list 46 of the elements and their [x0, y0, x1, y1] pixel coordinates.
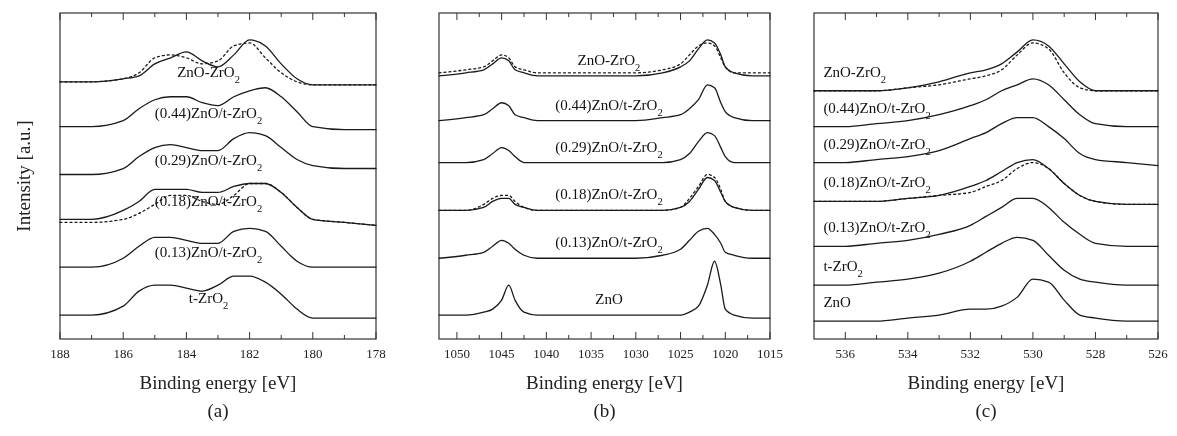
x-tick-label: 530: [1023, 346, 1043, 361]
x-tick-label: 1015: [757, 346, 783, 361]
series-label: ZnO-ZrO$_{2}$: [577, 51, 641, 73]
series-label: (0.44)ZnO/t-ZrO$_{2}$: [823, 99, 931, 121]
x-tick-label: 528: [1085, 346, 1106, 361]
series-label: t-ZrO$_{2}$: [823, 258, 863, 279]
series-label: (0.44)ZnO/t-ZrO$_{2}$: [154, 104, 263, 126]
x-tick-label: 180: [303, 346, 323, 361]
x-tick-label: 534: [898, 346, 919, 361]
text: (b): [593, 400, 616, 422]
x-tick-label: 532: [960, 346, 981, 361]
text: (c): [975, 400, 997, 422]
series-label: (0.13)ZnO/t-ZrO$_{2}$: [154, 244, 263, 265]
x-tick-label: 526: [1148, 346, 1169, 361]
series-label: (0.29)ZnO/t-ZrO$_{2}$: [154, 151, 263, 173]
series-label: ZnO: [595, 291, 623, 308]
series-label: (0.13)ZnO/t-ZrO$_{2}$: [555, 234, 663, 255]
x-tick-label: 1040: [533, 346, 560, 361]
series-label: (0.18)ZnO/t-ZrO$_{2}$: [154, 193, 263, 214]
x-tick-label: 1035: [578, 346, 605, 361]
series-label: (0.13)ZnO/t-ZrO$_{2}$: [823, 219, 931, 240]
text: (a): [207, 400, 229, 422]
series-label: t-ZrO$_{2}$: [188, 289, 229, 311]
x-tick-label: 1025: [667, 346, 694, 361]
x-tick-label: 186: [113, 346, 134, 361]
x-tick-label: 182: [239, 346, 260, 361]
x-axis-title: Binding energy [eV]: [907, 372, 1065, 393]
series-label: ZnO: [823, 294, 852, 311]
series-label: (0.29)ZnO/t-ZrO$_{2}$: [823, 135, 931, 157]
x-tick-label: 1020: [712, 346, 739, 361]
series-label: (0.18)ZnO/t-ZrO$_{2}$: [823, 174, 931, 195]
x-tick-label: 178: [366, 346, 386, 361]
series-label: ZnO-ZrO$_{2}$: [823, 63, 887, 85]
series-label: (0.18)ZnO/t-ZrO$_{2}$: [555, 186, 663, 207]
series-label: (0.29)ZnO/t-ZrO$_{2}$: [555, 138, 663, 160]
x-axis-title: Binding energy [eV]: [139, 372, 297, 393]
series-label: ZnO-ZrO$_{2}$: [177, 64, 240, 85]
x-tick-label: 536: [835, 346, 856, 361]
x-tick-label: 188: [50, 346, 70, 361]
x-tick-label: 1050: [443, 346, 470, 361]
y-axis-title: Intensity [a.u.]: [13, 120, 34, 232]
x-tick-label: 1045: [488, 346, 515, 361]
series-label: (0.44)ZnO/t-ZrO$_{2}$: [555, 96, 663, 118]
x-axis-title: Binding energy [eV]: [526, 372, 683, 393]
x-tick-label: 184: [176, 346, 197, 361]
x-tick-label: 1030: [622, 346, 649, 361]
